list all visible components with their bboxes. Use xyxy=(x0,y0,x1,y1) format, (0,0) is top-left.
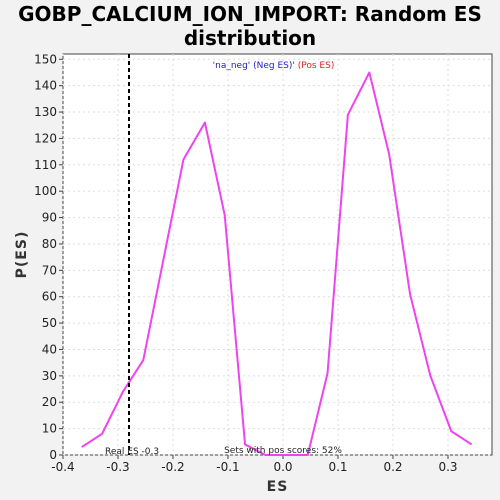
x-tick-label: -0.3 xyxy=(106,460,129,474)
x-tick-label: -0.4 xyxy=(51,460,74,474)
y-tick-label: 100 xyxy=(34,184,57,198)
y-tick-label: 80 xyxy=(42,237,57,251)
plot-area xyxy=(62,53,493,456)
x-tick-label: -0.1 xyxy=(216,460,239,474)
y-tick-label: 90 xyxy=(42,211,57,225)
x-tick-label: 0.2 xyxy=(383,460,402,474)
chart-title-line-2: distribution xyxy=(183,26,317,50)
y-tick-label: 50 xyxy=(42,316,57,330)
legend: 'na_neg' (Neg ES)' (Pos ES) xyxy=(213,61,335,71)
pos-scores-annotation: Sets with pos scores: 52% xyxy=(224,446,342,456)
y-axis-label: P(ES) xyxy=(14,231,30,279)
y-tick-label: 40 xyxy=(42,342,57,356)
y-tick-label: 60 xyxy=(42,290,57,304)
y-tick-label: 0 xyxy=(49,448,57,462)
y-tick-label: 120 xyxy=(34,131,57,145)
chart-title: GOBP_CALCIUM_ION_IMPORT: Random ES distr… xyxy=(0,2,500,50)
y-tick-label: 150 xyxy=(34,52,57,66)
y-tick-label: 10 xyxy=(42,422,57,436)
x-tick-label: 0.1 xyxy=(328,460,347,474)
y-tick-label: 130 xyxy=(34,105,57,119)
legend-pos-entry: (Pos ES) xyxy=(295,61,334,71)
y-tick-label: 20 xyxy=(42,395,57,409)
real-es-label: Real ES -0.3 xyxy=(105,447,159,457)
chart-title-line-1: GOBP_CALCIUM_ION_IMPORT: Random ES xyxy=(18,2,482,26)
y-tick-label: 140 xyxy=(34,79,57,93)
x-tick-label: -0.2 xyxy=(161,460,184,474)
x-axis-label: ES xyxy=(267,479,289,495)
y-tick-label: 30 xyxy=(42,369,57,383)
y-tick-label: 70 xyxy=(42,263,57,277)
series-layer xyxy=(81,71,473,456)
legend-neg-entry: 'na_neg' (Neg ES)' xyxy=(213,61,295,71)
y-tick-label: 110 xyxy=(34,158,57,172)
es-distribution-line xyxy=(81,71,473,456)
x-tick-label: 0.3 xyxy=(438,460,457,474)
axis-ticks: 0 10 20 30 40 50 60 70 80 90 100 110 120 130 140 150 -0.… xyxy=(34,52,457,474)
x-tick-label: 0.0 xyxy=(273,460,292,474)
